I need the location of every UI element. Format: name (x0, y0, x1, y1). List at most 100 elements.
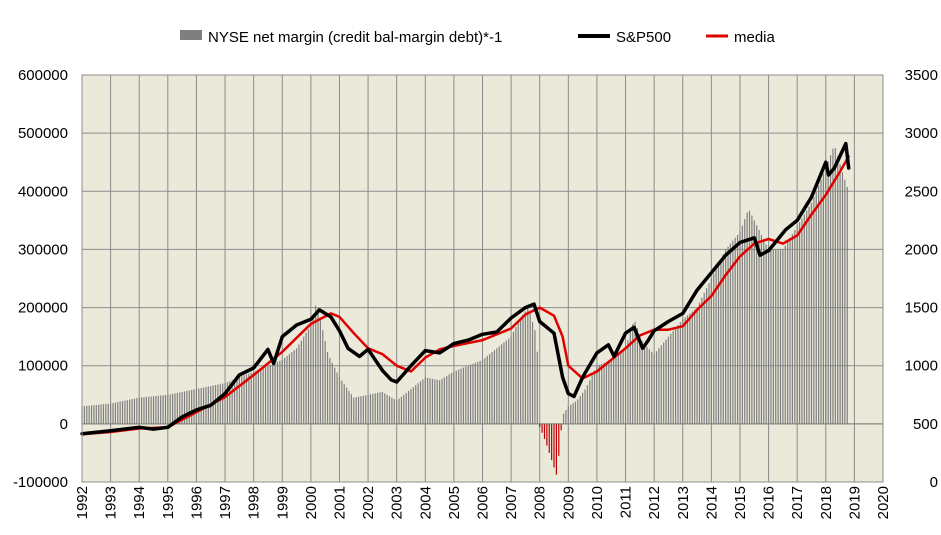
net-margin-bar (698, 302, 701, 424)
net-margin-bar (350, 394, 352, 424)
net-margin-bar (253, 371, 255, 424)
net-margin-bar (186, 390, 188, 424)
net-margin-bar (272, 363, 274, 424)
net-margin-bar (732, 240, 734, 424)
net-margin-bar (121, 401, 124, 424)
x-tick-label: 1998 (246, 486, 263, 519)
legend-label: NYSE net margin (credit bal-margin debt)… (208, 29, 502, 46)
net-margin-bar (722, 254, 724, 424)
net-margin-bar (794, 230, 796, 424)
net-margin-bar (555, 423, 558, 475)
net-margin-bar (636, 328, 639, 424)
net-margin-bar (472, 363, 474, 424)
net-margin-bar (417, 383, 419, 424)
net-margin-bar (348, 390, 350, 424)
net-margin-bar (93, 405, 95, 424)
net-margin-bar (334, 367, 336, 424)
net-margin-bar (367, 394, 369, 424)
net-margin-bar (605, 361, 608, 424)
net-margin-bar (725, 249, 727, 424)
net-margin-bar (114, 402, 116, 424)
net-margin-bar (100, 404, 102, 424)
net-margin-bar (138, 397, 140, 424)
net-margin-bar (343, 384, 345, 424)
net-margin-bar (736, 234, 739, 424)
net-margin-bar (834, 148, 836, 424)
net-margin-bar (119, 401, 121, 424)
net-margin-bar (300, 340, 302, 424)
x-tick-label: 2008 (532, 486, 549, 519)
x-tick-label: 1999 (274, 486, 291, 519)
net-margin-bar (522, 314, 524, 424)
net-margin-bar (381, 391, 383, 424)
net-margin-bar (455, 370, 457, 424)
net-margin-bar (424, 377, 426, 424)
net-margin-bar (601, 363, 603, 424)
net-margin-bar (670, 333, 672, 424)
net-margin-bar (727, 246, 729, 424)
x-tick-label: 1992 (74, 486, 91, 519)
x-axis-ticks: 1992 1993 1994 1995 1996 1997 1998 1999 2000 2001… (74, 486, 892, 519)
net-margin-bar (419, 381, 422, 424)
net-margin-bar (396, 400, 398, 424)
net-margin-bar (317, 308, 319, 424)
net-margin-bar (200, 388, 202, 424)
net-margin-bar (694, 309, 696, 424)
net-margin-bar (326, 351, 329, 424)
net-margin-bar (403, 394, 405, 424)
net-margin-bar (250, 372, 252, 424)
net-margin-bar (126, 400, 128, 424)
net-margin-bar (434, 379, 436, 424)
net-margin-bar (86, 405, 88, 424)
net-margin-bar (136, 398, 138, 424)
net-margin-bar (674, 327, 677, 424)
net-margin-bar (410, 388, 412, 424)
right-tick-label: 500 (913, 416, 938, 433)
net-margin-bar (155, 395, 157, 424)
net-margin-bar (660, 345, 662, 424)
net-margin-bar (663, 342, 665, 424)
net-margin-bar (229, 381, 231, 424)
net-margin-bar (405, 392, 407, 424)
net-margin-bar (174, 393, 176, 424)
net-margin-bar (491, 352, 493, 424)
net-margin-bar (202, 387, 205, 424)
net-margin-bar (112, 403, 114, 424)
x-tick-label: 1994 (131, 486, 148, 519)
net-margin-bar (188, 390, 190, 424)
net-margin-bar (312, 315, 314, 424)
net-margin-bar (741, 225, 743, 424)
right-tick-label: 0 (930, 474, 938, 491)
net-margin-bar (560, 423, 562, 431)
net-margin-bar (279, 360, 281, 424)
x-tick-label: 2016 (761, 486, 778, 519)
net-margin-bar (169, 394, 171, 424)
net-margin-bar (88, 405, 90, 424)
net-margin-bar (365, 395, 367, 424)
net-margin-bar (140, 397, 143, 424)
net-margin-bar (760, 234, 763, 424)
net-margin-bar (822, 173, 825, 424)
left-tick-label: 200000 (18, 300, 68, 317)
left-tick-label: -100000 (13, 474, 68, 491)
net-margin-bar (591, 375, 593, 424)
net-margin-bar (577, 399, 579, 424)
x-tick-label: 1993 (103, 486, 120, 519)
net-margin-bar (825, 168, 827, 424)
net-margin-bar (708, 283, 710, 424)
net-margin-bar (813, 197, 815, 424)
left-tick-label: 300000 (18, 241, 68, 258)
net-margin-bar (796, 226, 798, 424)
net-margin-bar (217, 384, 219, 424)
net-margin-bar (562, 413, 565, 424)
net-margin-bar (150, 396, 152, 424)
net-margin-bar (315, 305, 317, 424)
net-margin-bar (436, 379, 438, 424)
net-margin-bar (443, 377, 445, 424)
net-margin-bar (574, 401, 577, 424)
net-margin-bar (448, 374, 450, 424)
net-margin-bar (90, 405, 93, 424)
net-margin-bar (598, 364, 600, 424)
net-margin-bar (236, 378, 238, 424)
net-margin-bar (529, 314, 531, 424)
